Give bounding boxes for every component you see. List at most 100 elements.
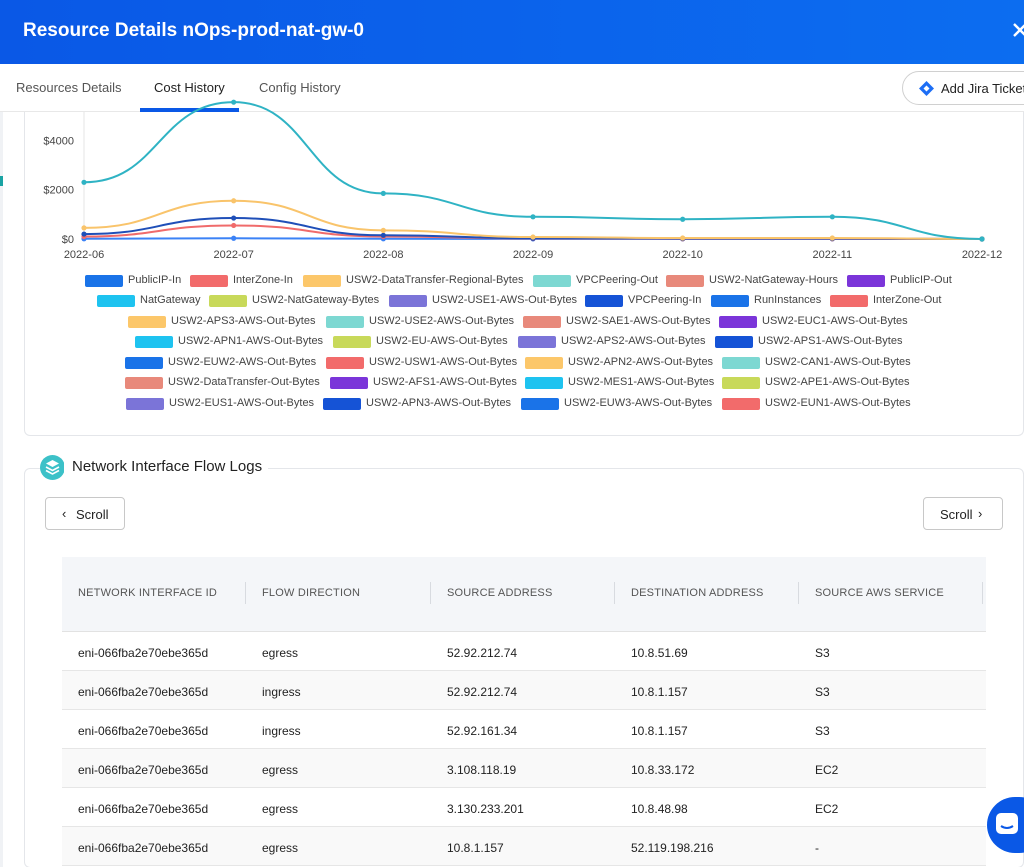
cell-network-interface-id: eni-066fba2e70ebe365d (78, 724, 209, 738)
series-point (81, 225, 87, 231)
legend-swatch (135, 336, 173, 348)
cost-history-chart: $4000 $2000 $0 2022-06 2022-07 2022-08 2022-09… (43, 99, 1002, 261)
legend-swatch (523, 316, 561, 328)
legend-label: USW2-APN1-AWS-Out-Bytes (178, 335, 324, 347)
scroll-right-button[interactable]: Scroll › (923, 497, 1003, 530)
cell-source-address: 52.92.212.74 (447, 685, 518, 699)
legend-label: USW2-DataTransfer-Regional-Bytes (346, 274, 524, 286)
tab-resources-details[interactable]: Resources Details (16, 80, 122, 95)
flow-logs-card (24, 468, 1024, 867)
legend-label: USW2-USE1-AWS-Out-Bytes (432, 294, 578, 306)
cell-source-aws-service: S3 (815, 685, 830, 699)
cell-source-aws-service: - (815, 841, 819, 855)
cell-destination-address: 10.8.33.172 (631, 763, 695, 777)
series-point (979, 236, 985, 242)
x-tick-label: 2022-12 (962, 249, 1002, 261)
tab-bar: Resources Details Cost History Config Hi… (0, 64, 1024, 112)
flow-logs-title: Network Interface Flow Logs (64, 458, 269, 475)
cell-network-interface-id: eni-066fba2e70ebe365d (78, 763, 209, 777)
legend-swatch (585, 295, 623, 307)
cell-flow-direction: ingress (262, 685, 301, 699)
legend-swatch (190, 275, 228, 287)
modal-header: Resource Details nOps-prod-nat-gw-0 (0, 0, 1024, 64)
series-point (231, 215, 237, 221)
y-tick-label: $4000 (43, 135, 74, 147)
x-tick-label: 2022-11 (813, 249, 853, 261)
x-tick-label: 2022-06 (64, 249, 104, 261)
cost-history-chart-card (24, 112, 1024, 436)
column-header-network-interface-id[interactable]: NETWORK INTERFACE ID (78, 587, 218, 599)
table-row[interactable]: eni-066fba2e70ebe365d egress 52.92.212.7… (62, 632, 986, 671)
chat-launcher-button[interactable] (987, 797, 1024, 853)
legend-label: InterZone-Out (873, 294, 942, 306)
close-icon[interactable] (1012, 16, 1024, 44)
legend-label: VPCPeering-Out (576, 274, 658, 286)
tab-cost-history[interactable]: Cost History (154, 80, 225, 95)
cell-flow-direction: egress (262, 763, 299, 777)
legend-label: USW2-DataTransfer-Out-Bytes (168, 376, 320, 388)
cell-network-interface-id: eni-066fba2e70ebe365d (78, 646, 209, 660)
legend-label: USW2-APS2-AWS-Out-Bytes (561, 335, 706, 347)
chart-legend: PublicIP-In InterZone-In USW2-DataTransfer… (0, 269, 1024, 414)
cell-source-address: 3.108.118.19 (447, 763, 517, 777)
legend-swatch (525, 357, 563, 369)
table-row[interactable]: eni-066fba2e70ebe365d ingress 52.92.212.… (62, 671, 986, 710)
legend-swatch (711, 295, 749, 307)
cell-network-interface-id: eni-066fba2e70ebe365d (78, 685, 209, 699)
background-panel-marker (0, 176, 3, 186)
legend-swatch (128, 316, 166, 328)
flow-logs-table-header: NETWORK INTERFACE ID FLOW DIRECTION SOUR… (62, 557, 986, 632)
legend-label: USW2-EUN1-AWS-Out-Bytes (765, 397, 911, 409)
add-jira-ticket-button[interactable]: Add Jira Ticket (902, 71, 1024, 105)
cell-destination-address: 10.8.48.98 (631, 802, 688, 816)
series-point (829, 214, 835, 220)
legend-swatch (518, 336, 556, 348)
legend-label: USW2-USE2-AWS-Out-Bytes (369, 315, 515, 327)
column-divider (430, 582, 431, 604)
legend-label: InterZone-In (233, 274, 293, 286)
column-header-destination-address[interactable]: DESTINATION ADDRESS (631, 587, 764, 599)
legend-swatch (126, 398, 164, 410)
legend-label: USW2-SAE1-AWS-Out-Bytes (566, 315, 711, 327)
tab-config-history[interactable]: Config History (259, 80, 341, 95)
cell-source-aws-service: S3 (815, 724, 830, 738)
legend-label: USW2-USW1-AWS-Out-Bytes (369, 356, 518, 368)
column-header-source-aws-service[interactable]: SOURCE AWS SERVICE (815, 587, 944, 599)
series-line (83, 199, 983, 240)
jira-diamond-icon (919, 81, 934, 96)
legend-swatch (323, 398, 361, 410)
legend-label: NatGateway (140, 294, 201, 306)
legend-label: USW2-AFS1-AWS-Out-Bytes (373, 376, 517, 388)
legend-label: USW2-APS1-AWS-Out-Bytes (758, 335, 903, 347)
table-row[interactable]: eni-066fba2e70ebe365d egress 10.8.1.157 … (62, 827, 986, 866)
legend-swatch (125, 357, 163, 369)
legend-label: USW2-EUC1-AWS-Out-Bytes (762, 315, 908, 327)
series-point (530, 234, 536, 240)
series-point (680, 216, 686, 222)
table-row[interactable]: eni-066fba2e70ebe365d ingress 52.92.161.… (62, 710, 986, 749)
legend-swatch (125, 377, 163, 389)
legend-swatch (666, 275, 704, 287)
cell-source-address: 3.130.233.201 (447, 802, 524, 816)
series-point (81, 231, 87, 237)
column-divider (614, 582, 615, 604)
legend-label: USW2-CAN1-AWS-Out-Bytes (765, 356, 911, 368)
series-point (530, 214, 536, 220)
series-point (380, 227, 386, 233)
series-point (231, 235, 237, 241)
table-row[interactable]: eni-066fba2e70ebe365d egress 3.130.233.2… (62, 788, 986, 827)
column-header-source-address[interactable]: SOURCE ADDRESS (447, 587, 553, 599)
cell-source-aws-service: EC2 (815, 763, 839, 777)
legend-swatch (333, 336, 371, 348)
column-header-flow-direction[interactable]: FLOW DIRECTION (262, 587, 361, 599)
cell-source-address: 10.8.1.157 (447, 841, 504, 855)
chat-icon (996, 813, 1018, 834)
legend-label: USW2-MES1-AWS-Out-Bytes (568, 376, 715, 388)
legend-label: PublicIP-In (128, 274, 182, 286)
chevron-right-icon: › (978, 506, 983, 521)
legend-label: USW2-EU-AWS-Out-Bytes (376, 335, 508, 347)
scroll-left-button[interactable]: ‹ Scroll (45, 497, 125, 530)
table-row[interactable]: eni-066fba2e70ebe365d egress 3.108.118.1… (62, 749, 986, 788)
legend-label: VPCPeering-In (628, 294, 702, 306)
legend-swatch (722, 398, 760, 410)
